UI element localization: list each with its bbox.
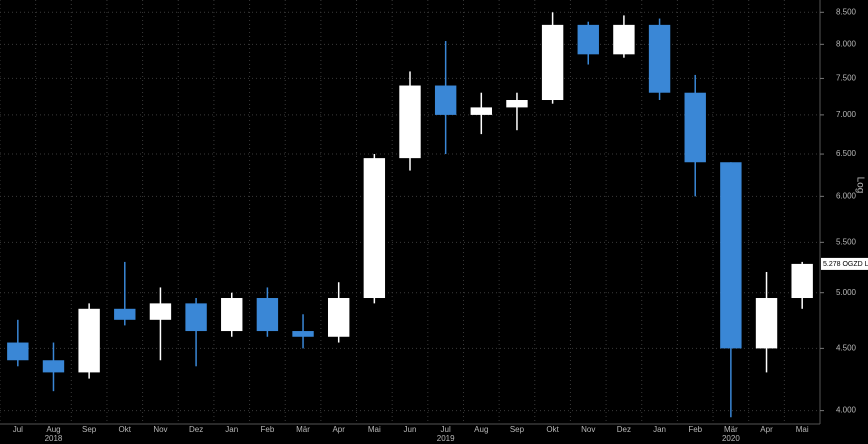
candle-body: [791, 263, 813, 299]
candle-body: [185, 303, 207, 332]
y-tick-label: 5.000: [836, 288, 857, 297]
axis-label: Log: [854, 177, 865, 194]
year-label: 2018: [45, 434, 63, 443]
x-tick-label: Jun: [404, 425, 417, 434]
y-tick-label: 5.500: [836, 237, 857, 246]
x-tick-label: Okt: [546, 425, 559, 434]
candle-body: [42, 360, 65, 373]
candle-body: [720, 162, 742, 349]
x-tick-label: Jan: [225, 425, 238, 434]
candle-body: [363, 158, 386, 299]
y-tick-label: 4.500: [836, 343, 857, 352]
x-tick-label: Sep: [82, 425, 97, 434]
candle-body: [541, 24, 564, 101]
y-tick-label: 6.500: [836, 149, 857, 158]
candle-body: [613, 24, 635, 55]
x-tick-label: Sep: [510, 425, 525, 434]
x-tick-label: Mai: [368, 425, 381, 434]
candle-body: [470, 107, 492, 115]
x-tick-label: Dez: [617, 425, 631, 434]
candle-body: [114, 308, 136, 320]
y-tick-label: 8.000: [836, 39, 857, 48]
candle-body: [648, 24, 671, 93]
y-tick-label: 8.500: [836, 7, 857, 16]
x-tick-label: Mär: [724, 425, 738, 434]
y-tick-label: 7.500: [836, 74, 857, 83]
x-tick-label: Aug: [46, 425, 60, 434]
x-tick-label: Mai: [796, 425, 809, 434]
last-price-label: 5.278 OGZD LI: [823, 261, 868, 268]
candle-body: [78, 308, 100, 373]
x-tick-label: Apr: [760, 425, 773, 434]
candle-body: [506, 100, 528, 108]
x-tick-label: Jan: [653, 425, 666, 434]
x-tick-label: Jul: [13, 425, 23, 434]
y-tick-label: 6.000: [836, 191, 857, 200]
candle-body: [149, 303, 172, 320]
candle-body: [7, 342, 29, 361]
x-tick-label: Okt: [119, 425, 132, 434]
y-tick-label: 4.000: [836, 406, 857, 415]
x-tick-label: Feb: [688, 425, 702, 434]
x-tick-label: Mär: [296, 425, 310, 434]
year-label: 2020: [722, 434, 740, 443]
candle-body: [434, 85, 457, 115]
candle-body: [399, 85, 421, 159]
candle-body: [292, 331, 314, 337]
candle-body: [256, 298, 279, 332]
candle-body: [221, 298, 243, 332]
candle-body: [328, 298, 350, 337]
x-tick-label: Feb: [260, 425, 274, 434]
x-tick-label: Dez: [189, 425, 203, 434]
candle-body: [684, 92, 706, 163]
year-label: 2019: [437, 434, 455, 443]
x-tick-label: Nov: [153, 425, 167, 434]
x-tick-label: Jul: [441, 425, 451, 434]
x-tick-label: Aug: [474, 425, 488, 434]
candle-body: [577, 24, 599, 55]
y-tick-label: 7.000: [836, 110, 857, 119]
x-tick-label: Apr: [332, 425, 345, 434]
candle-body: [755, 298, 778, 349]
last-price-box: [821, 257, 868, 270]
x-tick-label: Nov: [581, 425, 595, 434]
